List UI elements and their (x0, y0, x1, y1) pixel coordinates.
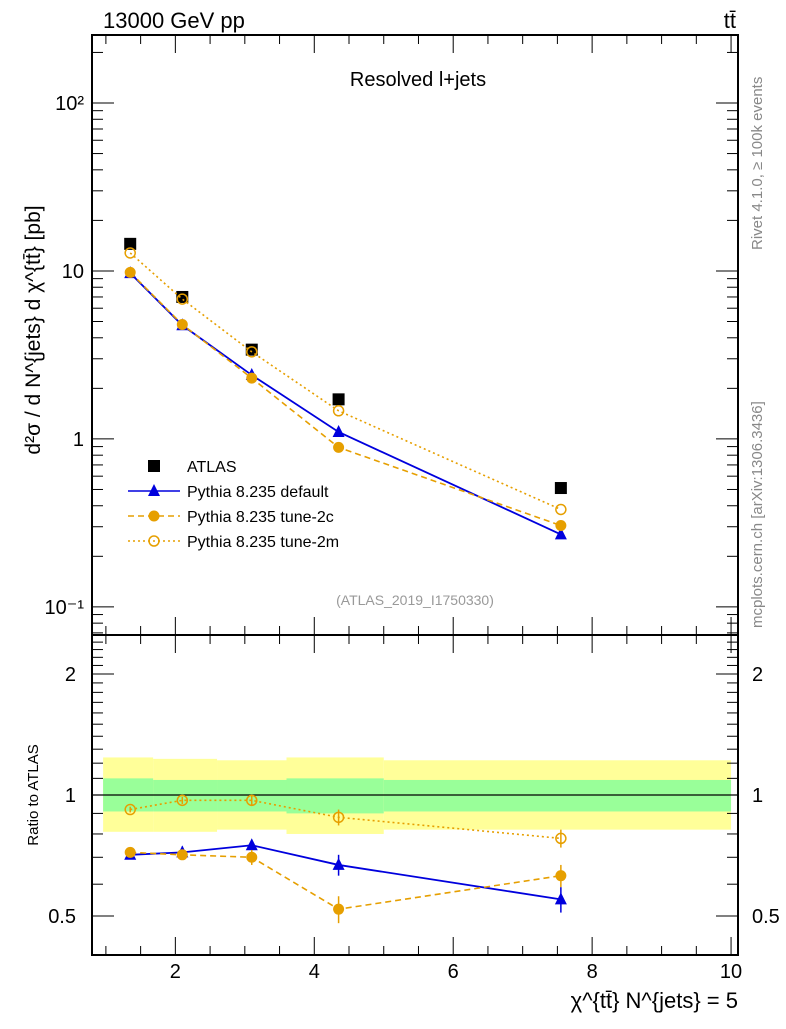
mcplots-label: mcplots.cern.ch [arXiv:1306.3436] (749, 401, 766, 628)
data-point-1 (554, 527, 567, 540)
x-tick-label: 10 (720, 961, 742, 983)
data-point-0 (245, 343, 258, 356)
chart-title: Resolved l+jets (350, 69, 486, 91)
legend-marker (148, 535, 160, 547)
legend-marker (148, 460, 160, 472)
header-right: tt̄ (724, 8, 736, 33)
ratio-line-2 (130, 799, 561, 840)
y-tick-label: 1 (73, 429, 84, 451)
legend-label: Pythia 8.235 tune-2m (187, 534, 339, 551)
x-tick-label: 4 (309, 961, 320, 983)
ratio-y-label: Ratio to ATLAS (25, 744, 42, 845)
data-point-0 (176, 290, 189, 303)
ratio-point-2 (246, 794, 258, 807)
ratio-y-tick-label: 1 (65, 785, 76, 807)
analysis-label: (ATLAS_2019_I1750330) (336, 592, 494, 608)
ratio-y-tick-label: 2 (65, 664, 76, 686)
ratio-point-0 (245, 838, 258, 851)
data-point-3 (124, 247, 136, 259)
x-tick-label: 8 (587, 961, 598, 983)
ratio-y-tick-label: 0.5 (48, 906, 76, 928)
ratio-point-2 (124, 803, 136, 816)
y-tick-label: 10 (62, 261, 84, 283)
ratio-point-2 (332, 811, 345, 824)
y-tick-label: 10² (55, 93, 84, 115)
ratio-point-0 (554, 892, 567, 905)
ratio-point-1 (333, 903, 345, 915)
ratio-y-tick-label-right: 2 (752, 664, 763, 686)
legend-marker (148, 484, 160, 496)
ratio-y-tick-label-right: 0.5 (752, 906, 780, 928)
ratio-point-2 (555, 832, 567, 845)
band-green (286, 778, 384, 814)
ratio-point-2 (176, 794, 189, 807)
data-point-0 (332, 393, 345, 406)
x-tick-label: 2 (170, 961, 181, 983)
legend-label: ATLAS (187, 459, 237, 476)
data-point-3 (246, 346, 258, 358)
header-left: 13000 GeV pp (103, 8, 245, 33)
legend-label: Pythia 8.235 default (187, 484, 329, 501)
data-point-3 (176, 293, 189, 305)
data-point-2 (555, 520, 567, 532)
data-point-0 (124, 237, 137, 250)
ratio-point-1 (555, 870, 567, 882)
legend-marker (148, 510, 160, 522)
data-point-0 (554, 482, 567, 495)
data-point-2 (333, 441, 345, 453)
ratio-point-1 (124, 846, 136, 858)
data-point-1 (332, 424, 345, 437)
rivet-label: Rivet 4.1.0, ≥ 100k events (749, 77, 766, 250)
series-line-3 (129, 252, 562, 511)
legend-label: Pythia 8.235 tune-2c (187, 509, 334, 526)
data-point-2 (246, 372, 258, 384)
ratio-point-1 (246, 851, 258, 863)
x-axis-label: χ^{tt̄} N^{jets} = 5 (571, 988, 738, 1013)
ratio-y-tick-label-right: 1 (752, 785, 763, 807)
x-tick-label: 6 (448, 961, 459, 983)
y-tick-label: 10⁻¹ (45, 597, 85, 619)
data-point-3 (555, 503, 567, 516)
band-green (383, 779, 732, 812)
ratio-line-1 (130, 851, 561, 911)
ratio-line-0 (130, 844, 562, 901)
data-point-2 (124, 266, 136, 278)
data-point-2 (176, 318, 188, 330)
data-point-3 (332, 405, 345, 417)
ratio-point-0 (332, 857, 345, 870)
y-axis-label: d²σ / d N^{jets} d χ^{tt̄} [pb] (22, 205, 45, 454)
ratio-point-1 (176, 849, 188, 861)
